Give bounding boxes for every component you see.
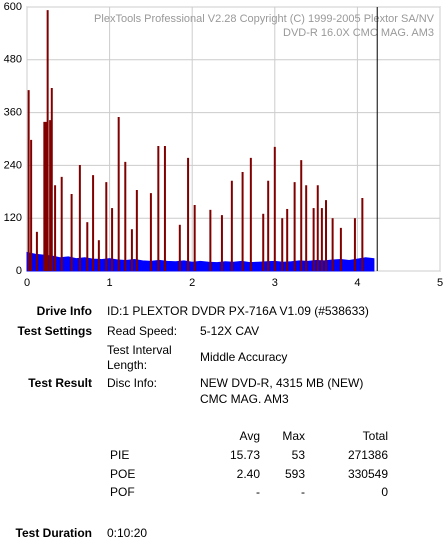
cell: 271386 xyxy=(347,448,388,462)
cell: 53 xyxy=(291,448,305,462)
x-tick-label: 0 xyxy=(24,277,30,289)
column-header: Avg xyxy=(239,429,260,443)
setting-value: Middle Accuracy xyxy=(200,350,288,364)
cell: - xyxy=(256,485,260,499)
value: 0:10:20 xyxy=(107,526,148,540)
label: Test Duration xyxy=(15,526,92,540)
cell: 2.40 xyxy=(236,466,260,481)
value: ID:1 PLEXTOR DVDR PX-716A V1.09 (#538633… xyxy=(107,304,369,318)
setting-name: Read Speed: xyxy=(107,324,178,338)
y-tick-label: 480 xyxy=(4,54,22,66)
cell: 15.73 xyxy=(229,448,260,462)
chart: 0 120 240 360 480 600 0 1 2 3 4 5 PlexTools Professi… xyxy=(4,1,443,289)
row-label: POE xyxy=(110,466,136,481)
watermark: PlexTools Professional V2.28 Copyright (… xyxy=(94,13,435,25)
y-tick-label: 0 xyxy=(16,265,22,277)
column-header: Total xyxy=(362,429,388,443)
setting-name: Length: xyxy=(107,358,148,372)
label: Test Settings xyxy=(17,324,92,338)
setting-name: Test Interval xyxy=(107,343,172,357)
setting-value: 5-12X CAV xyxy=(200,324,260,338)
result-value: NEW DVD-R, 4315 MB (NEW) xyxy=(200,376,364,390)
plot-area xyxy=(26,6,441,272)
x-tick-label: 4 xyxy=(354,277,360,289)
y-tick-label: 120 xyxy=(4,212,22,224)
label: Drive Info xyxy=(36,304,92,318)
x-tick-label: 2 xyxy=(189,277,195,289)
row-label: POF xyxy=(110,485,135,499)
label: Test Result xyxy=(28,376,92,390)
cell: 330549 xyxy=(347,466,388,481)
x-tick-label: 5 xyxy=(437,277,443,289)
result-value: CMC MAG. AM3 xyxy=(200,392,289,406)
row-label: PIE xyxy=(110,448,130,462)
column-header: Max xyxy=(282,429,305,443)
cell: 593 xyxy=(284,466,305,481)
y-tick-label: 600 xyxy=(4,1,22,13)
cell: - xyxy=(301,485,305,499)
x-tick-label: 1 xyxy=(107,277,113,289)
x-tick-label: 3 xyxy=(272,277,278,289)
cell: 0 xyxy=(381,485,388,499)
y-tick-label: 240 xyxy=(4,159,22,171)
y-tick-label: 360 xyxy=(4,107,22,119)
watermark: DVD-R 16.0X CMC MAG. AM3 xyxy=(283,27,434,39)
result-name: Disc Info: xyxy=(107,376,158,390)
